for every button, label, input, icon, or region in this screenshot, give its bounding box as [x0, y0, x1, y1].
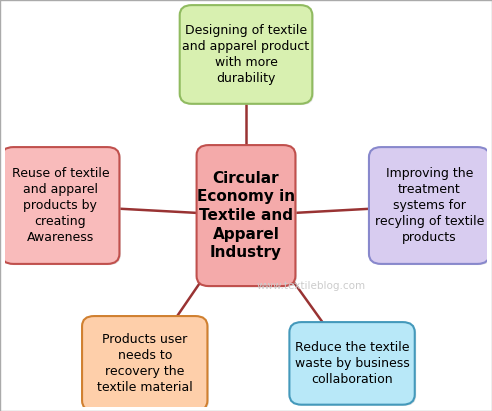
Text: Products user
needs to
recovery the
textile material: Products user needs to recovery the text… [97, 333, 193, 394]
FancyBboxPatch shape [82, 316, 208, 411]
Text: www.textileblog.com: www.textileblog.com [256, 281, 366, 291]
Text: Reuse of textile
and apparel
products by
creating
Awareness: Reuse of textile and apparel products by… [11, 167, 109, 244]
FancyBboxPatch shape [291, 323, 416, 406]
FancyBboxPatch shape [84, 317, 209, 411]
Text: Designing of textile
and apparel product
with more
durability: Designing of textile and apparel product… [183, 24, 309, 85]
FancyBboxPatch shape [370, 148, 491, 265]
FancyBboxPatch shape [198, 146, 297, 287]
FancyBboxPatch shape [180, 5, 312, 104]
Text: Improving the
treatment
systems for
recyling of textile
products: Improving the treatment systems for recy… [374, 167, 484, 244]
FancyBboxPatch shape [369, 147, 490, 264]
FancyBboxPatch shape [197, 145, 295, 286]
Text: Circular
Economy in
Textile and
Apparel
Industry: Circular Economy in Textile and Apparel … [197, 171, 295, 260]
Text: Reduce the textile
waste by business
collaboration: Reduce the textile waste by business col… [295, 341, 409, 386]
FancyBboxPatch shape [3, 148, 121, 265]
FancyBboxPatch shape [181, 6, 314, 105]
FancyBboxPatch shape [289, 322, 415, 405]
FancyBboxPatch shape [1, 147, 120, 264]
